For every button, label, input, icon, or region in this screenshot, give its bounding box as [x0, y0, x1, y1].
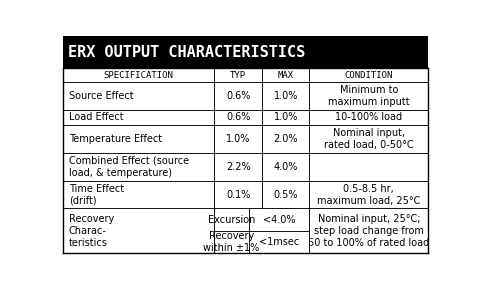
Text: MAX: MAX	[278, 71, 294, 80]
Text: 2.0%: 2.0%	[274, 134, 298, 144]
Text: 0.1%: 0.1%	[226, 190, 251, 200]
Text: Time Effect
(drift): Time Effect (drift)	[69, 184, 124, 206]
Text: Load Effect: Load Effect	[69, 112, 124, 122]
Text: 2.2%: 2.2%	[226, 162, 251, 172]
Text: Source Effect: Source Effect	[69, 91, 134, 101]
Text: 1.0%: 1.0%	[274, 112, 298, 122]
Text: 0.6%: 0.6%	[226, 91, 251, 101]
Text: Temperature Effect: Temperature Effect	[69, 134, 162, 144]
Text: CONDITION: CONDITION	[344, 71, 393, 80]
Text: SPECIFICATION: SPECIFICATION	[104, 71, 173, 80]
Text: Minimum to
maximum inputt: Minimum to maximum inputt	[328, 85, 410, 107]
Text: ERX OUTPUT CHARACTERISTICS: ERX OUTPUT CHARACTERISTICS	[68, 45, 306, 59]
Text: 0.6%: 0.6%	[226, 112, 251, 122]
Text: Nominal input, 25°C;
step load change from
50 to 100% of rated load: Nominal input, 25°C; step load change fr…	[308, 214, 429, 248]
Text: 0.5%: 0.5%	[274, 190, 298, 200]
Text: 0.5-8.5 hr,
maximum load, 25°C: 0.5-8.5 hr, maximum load, 25°C	[317, 184, 421, 206]
Text: 1.0%: 1.0%	[226, 134, 251, 144]
Text: <4.0%: <4.0%	[263, 214, 295, 225]
Text: Recovery
within ±1%: Recovery within ±1%	[204, 231, 260, 253]
Text: Recovery
Charac-
teristics: Recovery Charac- teristics	[69, 214, 114, 248]
Text: TYP: TYP	[230, 71, 246, 80]
Text: <1msec: <1msec	[259, 237, 299, 247]
Text: 4.0%: 4.0%	[274, 162, 298, 172]
Text: Combined Effect (source
load, & temperature): Combined Effect (source load, & temperat…	[69, 156, 189, 178]
Text: Nominal input,
rated load, 0-50°C: Nominal input, rated load, 0-50°C	[324, 128, 413, 150]
Text: Excursion: Excursion	[208, 214, 255, 225]
Text: 10-100% load: 10-100% load	[335, 112, 402, 122]
Bar	[63, 36, 428, 68]
Text: 1.0%: 1.0%	[274, 91, 298, 101]
